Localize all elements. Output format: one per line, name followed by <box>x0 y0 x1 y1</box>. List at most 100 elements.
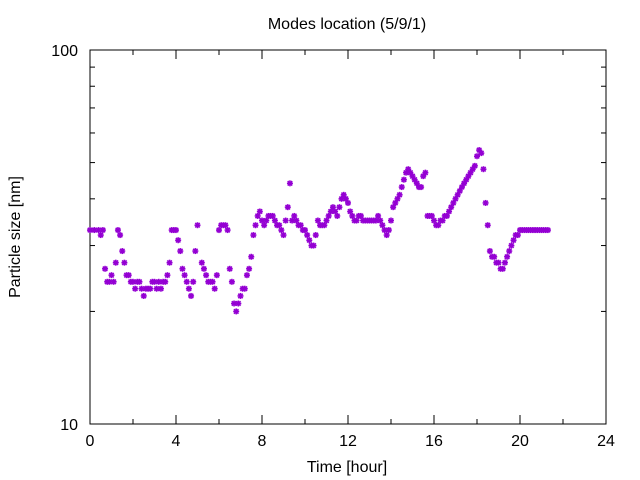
data-point <box>379 222 386 229</box>
data-point <box>119 248 126 255</box>
data-point <box>372 217 379 224</box>
data-point <box>480 166 487 173</box>
plot-area <box>89 49 607 425</box>
x-tick-label: 24 <box>597 433 615 450</box>
data-point <box>269 212 276 219</box>
data-point <box>428 212 435 219</box>
data-point <box>136 278 143 285</box>
data-point <box>250 232 257 239</box>
x-tick-label: 4 <box>172 433 181 450</box>
data-point <box>200 265 207 272</box>
data-point <box>388 217 394 224</box>
data-point <box>495 259 502 266</box>
data-point <box>224 227 231 234</box>
data-point <box>478 150 485 157</box>
data-point <box>121 259 128 266</box>
data-point <box>431 217 437 224</box>
data-point <box>504 253 511 260</box>
data-point <box>293 217 300 224</box>
data-point <box>304 232 311 239</box>
data-point <box>396 191 403 198</box>
x-tick-label: 12 <box>339 433 357 450</box>
data-point <box>501 259 508 266</box>
data-point <box>198 259 205 266</box>
data-point <box>125 272 132 279</box>
data-point <box>484 222 491 229</box>
data-point <box>278 227 285 234</box>
chart-title: Modes location (5/9/1) <box>268 16 426 33</box>
data-point <box>506 248 513 255</box>
data-point <box>306 237 313 244</box>
data-point <box>276 222 283 229</box>
data-point <box>375 212 382 219</box>
data-point <box>102 265 109 272</box>
data-point <box>192 248 199 255</box>
data-point <box>280 232 287 239</box>
data-point <box>181 272 188 279</box>
data-point <box>241 285 248 292</box>
data-point <box>228 278 235 285</box>
data-point <box>151 278 158 285</box>
data-point <box>140 292 147 299</box>
data-point <box>179 265 186 272</box>
data-point <box>233 308 240 315</box>
data-point <box>203 272 210 279</box>
data-point <box>213 272 220 279</box>
data-point <box>173 227 179 234</box>
data-point <box>166 259 173 266</box>
x-axis-label: Time [hour] <box>307 459 387 476</box>
data-point <box>114 227 121 234</box>
x-tick-label: 8 <box>258 433 267 450</box>
data-point <box>377 217 384 224</box>
data-point <box>418 184 425 191</box>
data-point <box>413 180 420 187</box>
data-point <box>162 278 169 285</box>
tick-labels: 0 4 8 12 16 20 24 10 100 <box>51 43 615 450</box>
data-point <box>310 242 317 249</box>
x-tick-label: 16 <box>425 433 443 450</box>
data-point <box>400 176 407 183</box>
data-point <box>435 222 442 229</box>
data-point <box>175 237 182 244</box>
data-point <box>237 292 244 299</box>
data-point <box>514 232 521 239</box>
data-point <box>510 237 517 244</box>
data-point <box>312 232 319 239</box>
data-point <box>282 217 289 224</box>
data-point <box>188 292 195 299</box>
data-point <box>190 278 197 285</box>
data-point <box>385 227 392 234</box>
data-point <box>211 285 218 292</box>
axis-ticks <box>89 49 607 425</box>
data-point <box>323 217 330 224</box>
data-point <box>243 272 250 279</box>
data-point <box>491 253 498 260</box>
data-point <box>183 278 190 285</box>
data-point <box>321 222 328 229</box>
data-point <box>235 300 242 307</box>
data-point <box>383 232 390 239</box>
data-point <box>97 232 104 239</box>
data-point <box>302 227 308 234</box>
data-point <box>405 166 412 173</box>
data-point <box>252 222 259 229</box>
data-point <box>439 217 446 224</box>
data-point <box>471 162 478 169</box>
y-axis-label: Particle size [nm] <box>7 176 24 298</box>
data-point <box>474 153 480 160</box>
data-point <box>271 217 278 224</box>
data-point <box>422 169 429 176</box>
x-tick-label: 0 <box>86 433 95 450</box>
data-point <box>91 227 98 234</box>
data-point <box>334 212 341 219</box>
data-point <box>222 222 229 229</box>
data-point <box>544 227 551 234</box>
data-point <box>508 242 515 249</box>
data-point <box>117 232 124 239</box>
data-point <box>209 278 216 285</box>
data-point <box>216 227 222 234</box>
data-point <box>108 272 115 279</box>
data-point <box>263 217 270 224</box>
data-point <box>499 265 506 272</box>
